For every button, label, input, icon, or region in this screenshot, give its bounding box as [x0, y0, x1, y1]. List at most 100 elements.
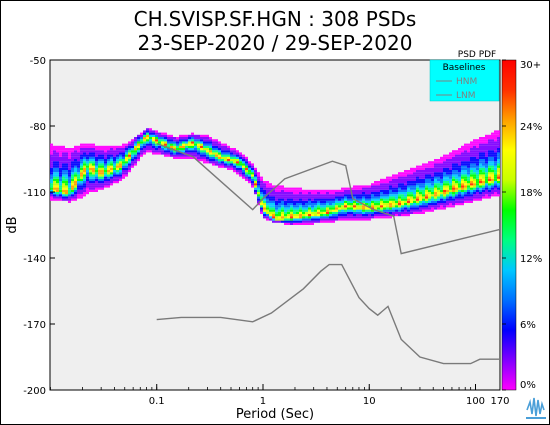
pdf-cell — [443, 156, 446, 159]
pdf-cell — [374, 189, 377, 192]
pdf-cell — [416, 185, 419, 188]
pdf-cell — [473, 139, 476, 142]
pdf-cell — [497, 176, 500, 179]
pdf-cell — [464, 192, 467, 195]
pdf-cell — [176, 139, 179, 142]
pdf-cell — [68, 154, 71, 157]
pdf-cell — [464, 176, 467, 179]
pdf-cell — [491, 192, 494, 195]
pdf-cell — [485, 137, 488, 140]
pdf-cell — [158, 141, 161, 144]
pdf-cell — [410, 207, 413, 210]
pdf-cell — [71, 161, 74, 164]
pdf-cell — [359, 189, 362, 192]
pdf-cell — [359, 211, 362, 214]
pdf-cell — [395, 203, 398, 206]
pdf-cell — [173, 145, 176, 148]
pdf-cell — [485, 141, 488, 144]
pdf-cell — [356, 211, 359, 214]
pdf-cell — [317, 211, 320, 214]
pdf-cell — [419, 209, 422, 212]
pdf-cell — [440, 200, 443, 203]
pdf-cell — [446, 159, 449, 162]
pdf-cell — [443, 200, 446, 203]
pdf-cell — [482, 154, 485, 157]
pdf-cell — [299, 203, 302, 206]
pdf-cell — [311, 211, 314, 214]
pdf-cell — [467, 145, 470, 148]
pdf-cell — [110, 176, 113, 179]
pdf-cell — [488, 194, 491, 197]
pdf-cell — [122, 165, 125, 168]
pdf-cell — [53, 176, 56, 179]
pdf-cell — [110, 154, 113, 157]
pdf-cell — [266, 203, 269, 206]
pdf-cell — [416, 189, 419, 192]
pdf-cell — [305, 220, 308, 223]
pdf-cell — [311, 189, 314, 192]
pdf-cell — [152, 130, 155, 133]
pdf-cell — [419, 172, 422, 175]
pdf-cell — [224, 150, 227, 153]
pdf-cell — [392, 209, 395, 212]
pdf-cell — [98, 170, 101, 173]
pdf-cell — [341, 192, 344, 195]
pdf-cell — [260, 192, 263, 195]
pdf-cell — [308, 207, 311, 210]
pdf-cell — [251, 163, 254, 166]
pdf-cell — [86, 183, 89, 186]
pdf-cell — [188, 134, 191, 137]
pdf-cell — [329, 209, 332, 212]
pdf-cell — [149, 145, 152, 148]
pdf-cell — [95, 174, 98, 177]
pdf-cell — [431, 205, 434, 208]
pdf-cell — [299, 207, 302, 210]
pdf-cell — [380, 183, 383, 186]
pdf-cell — [263, 185, 266, 188]
pdf-cell — [59, 152, 62, 155]
pdf-cell — [425, 185, 428, 188]
pdf-cell — [74, 187, 77, 190]
pdf-cell — [50, 196, 53, 199]
pdf-cell — [359, 185, 362, 188]
pdf-cell — [455, 161, 458, 164]
pdf-cell — [74, 165, 77, 168]
pdf-cell — [401, 192, 404, 195]
pdf-cell — [326, 194, 329, 197]
pdf-cell — [449, 174, 452, 177]
pdf-cell — [110, 172, 113, 175]
pdf-cell — [425, 200, 428, 203]
colorbar-tick-label: 24% — [520, 122, 542, 133]
pdf-cell — [434, 203, 437, 206]
pdf-cell — [50, 181, 53, 184]
pdf-cell — [470, 143, 473, 146]
pdf-cell — [191, 152, 194, 155]
pdf-cell — [146, 139, 149, 142]
pdf-cell — [434, 183, 437, 186]
pdf-cell — [185, 137, 188, 140]
pdf-cell — [473, 176, 476, 179]
pdf-cell — [62, 189, 65, 192]
pdf-cell — [356, 214, 359, 217]
pdf-cell — [197, 156, 200, 159]
pdf-cell — [317, 205, 320, 208]
pdf-cell — [170, 141, 173, 144]
pdf-cell — [461, 167, 464, 170]
pdf-cell — [98, 145, 101, 148]
pdf-cell — [152, 139, 155, 142]
pdf-cell — [53, 163, 56, 166]
pdf-cell — [71, 196, 74, 199]
pdf-cell — [281, 187, 284, 190]
pdf-cell — [350, 198, 353, 201]
pdf-cell — [467, 185, 470, 188]
pdf-cell — [299, 214, 302, 217]
pdf-cell — [434, 176, 437, 179]
pdf-cell — [62, 154, 65, 157]
pdf-cell — [134, 139, 137, 142]
pdf-cell — [89, 187, 92, 190]
pdf-cell — [128, 167, 131, 170]
pdf-cell — [452, 163, 455, 166]
pdf-cell — [158, 139, 161, 142]
pdf-cell — [371, 194, 374, 197]
pdf-cell — [443, 167, 446, 170]
